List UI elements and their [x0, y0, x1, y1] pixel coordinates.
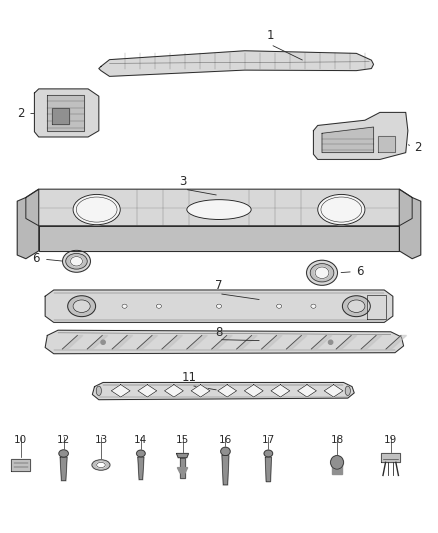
- Polygon shape: [165, 384, 184, 397]
- Ellipse shape: [216, 304, 222, 308]
- Text: 11: 11: [181, 371, 197, 384]
- Polygon shape: [361, 335, 381, 349]
- Ellipse shape: [276, 304, 282, 308]
- Ellipse shape: [307, 260, 337, 285]
- Polygon shape: [265, 457, 272, 482]
- Ellipse shape: [137, 450, 145, 457]
- Ellipse shape: [311, 304, 316, 308]
- Ellipse shape: [101, 340, 105, 344]
- Polygon shape: [138, 384, 157, 397]
- Polygon shape: [244, 384, 263, 397]
- Polygon shape: [162, 335, 183, 349]
- Polygon shape: [112, 335, 133, 349]
- Polygon shape: [137, 335, 158, 349]
- Ellipse shape: [73, 300, 90, 312]
- Polygon shape: [386, 335, 406, 349]
- Text: 6: 6: [357, 265, 364, 278]
- Polygon shape: [324, 384, 343, 397]
- Ellipse shape: [315, 267, 329, 279]
- Ellipse shape: [348, 300, 365, 312]
- Ellipse shape: [66, 254, 87, 269]
- Polygon shape: [138, 457, 144, 480]
- Ellipse shape: [264, 450, 272, 457]
- Text: 12: 12: [57, 435, 70, 445]
- Polygon shape: [222, 456, 229, 485]
- Bar: [381, 453, 400, 463]
- Polygon shape: [237, 335, 257, 349]
- Polygon shape: [92, 383, 354, 400]
- Polygon shape: [60, 457, 67, 481]
- Text: 8: 8: [215, 326, 223, 338]
- Ellipse shape: [187, 200, 251, 220]
- Polygon shape: [187, 335, 208, 349]
- Polygon shape: [177, 454, 188, 458]
- Polygon shape: [399, 189, 421, 259]
- Text: 7: 7: [215, 279, 223, 292]
- Polygon shape: [271, 384, 290, 397]
- Polygon shape: [180, 458, 185, 478]
- Ellipse shape: [96, 386, 101, 395]
- Text: 18: 18: [330, 435, 344, 445]
- Polygon shape: [212, 335, 232, 349]
- Bar: [52, 108, 69, 124]
- Ellipse shape: [331, 456, 343, 469]
- Text: 16: 16: [219, 435, 232, 445]
- Text: 2: 2: [18, 107, 25, 120]
- Ellipse shape: [122, 304, 127, 308]
- Bar: [378, 136, 395, 151]
- Text: 14: 14: [134, 435, 148, 445]
- Text: 2: 2: [414, 141, 422, 154]
- Ellipse shape: [68, 296, 95, 317]
- Polygon shape: [17, 189, 39, 259]
- Polygon shape: [87, 335, 108, 349]
- Ellipse shape: [345, 386, 350, 395]
- Polygon shape: [39, 226, 399, 251]
- Ellipse shape: [73, 195, 120, 225]
- Polygon shape: [314, 112, 408, 159]
- Polygon shape: [297, 384, 316, 397]
- Polygon shape: [336, 335, 357, 349]
- Ellipse shape: [221, 447, 230, 456]
- Ellipse shape: [343, 296, 370, 317]
- Text: 6: 6: [32, 252, 39, 265]
- Ellipse shape: [92, 460, 110, 470]
- Text: 17: 17: [262, 435, 275, 445]
- Polygon shape: [45, 290, 393, 322]
- Text: 19: 19: [384, 435, 397, 445]
- Polygon shape: [191, 384, 210, 397]
- Polygon shape: [311, 335, 332, 349]
- Ellipse shape: [318, 195, 365, 225]
- Ellipse shape: [97, 463, 105, 467]
- Ellipse shape: [310, 264, 334, 282]
- Polygon shape: [47, 95, 84, 131]
- Bar: [11, 459, 30, 471]
- Text: 3: 3: [179, 175, 186, 188]
- Polygon shape: [218, 384, 237, 397]
- Text: 10: 10: [14, 435, 27, 445]
- Polygon shape: [62, 335, 83, 349]
- Polygon shape: [286, 335, 307, 349]
- Polygon shape: [177, 467, 187, 473]
- Polygon shape: [111, 384, 130, 397]
- Ellipse shape: [156, 304, 162, 308]
- Ellipse shape: [59, 450, 68, 457]
- Polygon shape: [322, 127, 374, 152]
- Polygon shape: [99, 51, 374, 76]
- Polygon shape: [26, 189, 412, 226]
- Ellipse shape: [63, 251, 90, 272]
- Polygon shape: [261, 335, 282, 349]
- Text: 13: 13: [94, 435, 108, 445]
- Text: 15: 15: [176, 435, 189, 445]
- Polygon shape: [332, 463, 342, 474]
- Polygon shape: [45, 330, 403, 354]
- Ellipse shape: [71, 256, 82, 266]
- Ellipse shape: [328, 340, 333, 344]
- Polygon shape: [35, 89, 99, 137]
- Bar: [367, 295, 386, 319]
- Text: 1: 1: [267, 29, 274, 42]
